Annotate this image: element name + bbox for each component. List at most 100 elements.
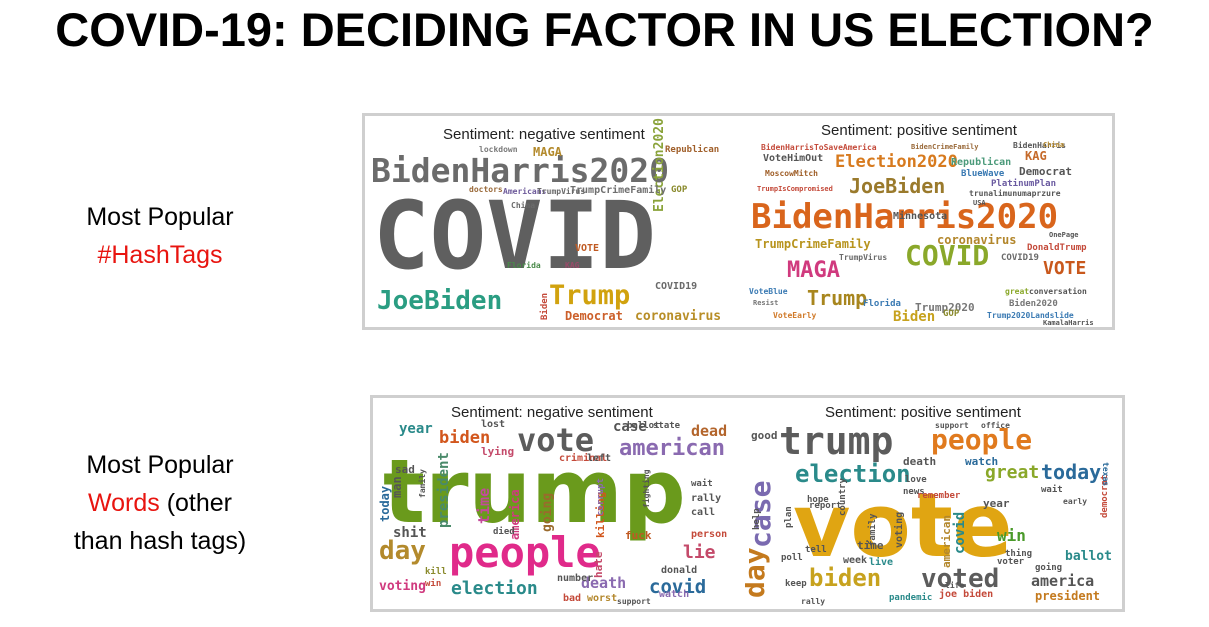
- cloud-word: report: [809, 501, 842, 511]
- cloud-word: voted: [921, 564, 1000, 594]
- cloud-word: lost: [481, 419, 506, 430]
- cloud-word: lockdown: [479, 145, 518, 154]
- cloud-word: KAG: [1025, 149, 1047, 163]
- cloud-word: TrumpVirus: [537, 187, 586, 196]
- cloud-word: BidenHarris2020: [751, 197, 1059, 237]
- cloud-word: win: [997, 526, 1026, 545]
- cloud-word: thing: [1005, 549, 1033, 559]
- cloud-word: COVID19: [655, 281, 698, 292]
- cloud-word: good: [751, 429, 778, 442]
- cloud-word: day: [379, 536, 426, 566]
- cloud-word: lie: [683, 542, 716, 563]
- cloud-word: sad: [395, 463, 415, 476]
- cloud-word: JoeBiden: [377, 286, 503, 316]
- cloud-word: people: [449, 528, 601, 577]
- cloud-word: fuck: [625, 529, 652, 542]
- cloud-word: Biden2020: [1009, 299, 1058, 309]
- cloud-word: biden: [439, 428, 491, 448]
- cloud-word: Election2020: [652, 118, 667, 212]
- word-positive-cloud: Sentiment: positive sentiment vote trump…: [745, 398, 1122, 609]
- cloud-word: TrumpCrimeFamily: [570, 185, 667, 196]
- word-positive-heading: Sentiment: positive sentiment: [825, 404, 1021, 421]
- hashtag-cloud-panel: Sentiment: negative sentiment COVID Bide…: [362, 113, 1115, 330]
- cloud-word: VoteBlue: [749, 287, 788, 296]
- cloud-word: Florida: [863, 299, 901, 309]
- cloud-word: day: [745, 547, 771, 598]
- cloud-word: time: [857, 539, 884, 552]
- cloud-word: watch: [659, 589, 690, 600]
- cloud-word: covid: [952, 511, 968, 554]
- cloud-word: Florida: [507, 261, 541, 270]
- cloud-word: ballot: [627, 421, 660, 431]
- cloud-word: man: [390, 476, 404, 498]
- cloud-word: state: [653, 421, 681, 431]
- cloud-word: PlatinumPlan: [991, 179, 1057, 189]
- cloud-word: remember: [917, 491, 961, 501]
- cloud-word: donald: [661, 565, 698, 576]
- words-row-label: Most Popular Words (other than hash tags…: [40, 446, 280, 560]
- cloud-word: VOTE: [575, 243, 600, 254]
- cloud-word: trunalimunumaprzure: [969, 189, 1061, 198]
- cloud-word: MAGA: [787, 258, 840, 283]
- cloud-word: early: [1063, 497, 1088, 506]
- cloud-word: BidenHarris2020: [371, 151, 670, 190]
- cloud-word: person: [691, 529, 728, 540]
- cloud-word: hope: [807, 495, 829, 505]
- cloud-word: JoeBiden: [849, 174, 946, 198]
- cloud-word: vote: [517, 421, 595, 459]
- cloud-word: watch: [965, 455, 999, 468]
- cloud-word: time: [475, 487, 493, 524]
- cloud-word: BidenCrimeFamily: [911, 143, 979, 151]
- cloud-word: Trump: [807, 286, 868, 310]
- cloud-word: China: [1043, 141, 1065, 149]
- cloud-word: case: [613, 419, 647, 435]
- cloud-word: election: [795, 460, 911, 488]
- cloud-word: BidenHarris: [1013, 141, 1066, 150]
- word-cloud-panel: Sentiment: negative sentiment trump peop…: [370, 395, 1125, 612]
- cloud-word: BlueWave: [961, 169, 1005, 179]
- cloud-word: corrupt: [596, 478, 606, 516]
- cloud-word: american: [940, 515, 953, 568]
- cloud-word: Republican: [951, 157, 1012, 168]
- cloud-word: voter: [997, 557, 1025, 567]
- cloud-word: rally: [691, 493, 722, 504]
- cloud-word: hate: [592, 551, 605, 579]
- slide-title: COVID-19: DECIDING FACTOR IN US ELECTION…: [55, 3, 1154, 56]
- cloud-word: dead: [691, 422, 728, 440]
- cloud-word: voting: [379, 579, 426, 594]
- cloud-word: doctors: [469, 185, 503, 194]
- cloud-word: trump: [779, 419, 894, 463]
- cloud-word: year: [983, 497, 1010, 510]
- cloud-word: COVID: [905, 239, 990, 272]
- cloud-word: worst: [587, 593, 618, 604]
- cloud-word: covid: [649, 576, 707, 598]
- cloud-word: tell: [805, 545, 827, 555]
- cloud-word: TrumpVirus: [839, 253, 888, 262]
- cloud-word: VOTE: [1043, 258, 1087, 279]
- hashtag-positive-cloud: Sentiment: positive sentiment BidenHarri…: [743, 116, 1112, 327]
- hashtag-negative-cloud: Sentiment: negative sentiment COVID Bide…: [365, 116, 740, 327]
- cloud-word: call: [691, 507, 716, 518]
- cloud-word: died: [493, 527, 515, 537]
- cloud-word: president: [436, 452, 452, 528]
- cloud-word: year: [399, 421, 433, 437]
- cloud-word: kill: [425, 567, 447, 577]
- words-label-line1: Most Popular: [86, 451, 234, 479]
- cloud-word: shit: [393, 525, 427, 541]
- cloud-word: rally: [801, 597, 826, 606]
- cloud-word: love: [905, 475, 927, 485]
- cloud-word: Americans: [503, 187, 547, 196]
- cloud-word: China: [511, 201, 536, 210]
- cloud-word: today: [1041, 460, 1102, 484]
- cloud-word: MAGA: [533, 145, 562, 159]
- cloud-word: COVID: [373, 182, 656, 291]
- cloud-word: support: [935, 421, 969, 430]
- cloud-word: TrumpCrimeFamily: [755, 237, 871, 251]
- cloud-word: ballot: [1065, 549, 1112, 564]
- cloud-word: vote: [793, 474, 1013, 577]
- cloud-word: today: [378, 485, 392, 522]
- cloud-word: Resist: [753, 299, 779, 307]
- cloud-word: biden: [809, 564, 882, 592]
- cloud-word: office: [981, 421, 1010, 430]
- cloud-word: left: [587, 453, 612, 464]
